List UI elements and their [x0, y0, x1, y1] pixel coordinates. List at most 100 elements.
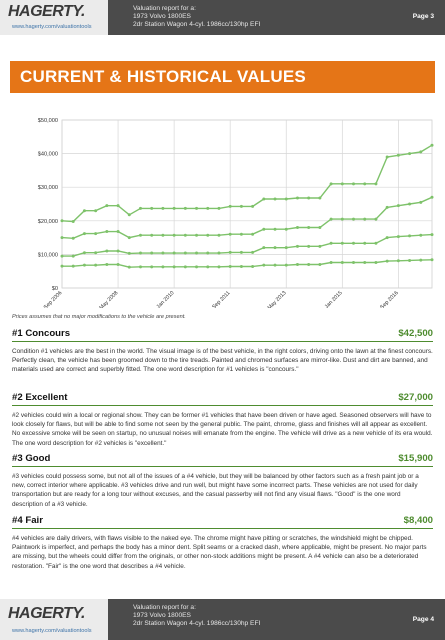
data-point — [251, 232, 255, 236]
data-point — [262, 227, 266, 231]
report-line-2: 1973 Volvo 1800ES — [133, 612, 191, 620]
data-point — [183, 265, 187, 269]
data-point — [116, 262, 120, 266]
series-line-2 — [61, 196, 433, 240]
data-point — [150, 233, 154, 237]
data-point — [195, 233, 199, 237]
data-point — [430, 195, 434, 199]
data-point — [251, 250, 255, 254]
data-point — [329, 217, 333, 221]
data-point — [318, 262, 322, 266]
y-tick-label: $20,000 — [38, 219, 58, 225]
data-point — [273, 227, 277, 231]
data-point — [195, 251, 199, 255]
data-point — [127, 265, 131, 269]
valuation-tools-link[interactable]: www.hagerty.com/valuationtools — [12, 628, 92, 634]
report-line-3: 2dr Station Wagon 4-cyl. 1986cc/130hp EF… — [133, 21, 261, 29]
data-point — [127, 236, 131, 240]
page-footer: HAGERTY. www.hagerty.com/valuationtools … — [0, 599, 445, 640]
data-point — [408, 152, 412, 156]
data-point — [374, 217, 378, 221]
y-tick-label: $40,000 — [38, 152, 58, 158]
y-tick-label: $0 — [52, 286, 58, 292]
condition-description: #3 vehicles could possess some, but not … — [12, 473, 419, 508]
values-line-chart: $0 $10,000 $20,000 $30,000 $40,000 $50,000 Sep… — [38, 118, 434, 308]
data-point — [430, 233, 434, 237]
data-point — [363, 182, 367, 186]
condition-value: $42,500 — [398, 328, 433, 339]
data-point — [206, 206, 210, 210]
data-point — [284, 197, 288, 201]
data-point — [150, 265, 154, 269]
data-point — [262, 246, 266, 250]
data-point — [251, 204, 255, 208]
data-point — [385, 155, 389, 159]
x-tick-label: Jan 2015 — [324, 290, 344, 308]
data-point — [116, 230, 120, 234]
x-tick-label: May 2008 — [98, 290, 119, 308]
data-point — [307, 244, 311, 248]
data-point — [60, 219, 64, 223]
data-point — [94, 232, 98, 236]
data-point — [318, 196, 322, 200]
condition-value: $15,900 — [398, 453, 433, 464]
series-line-1 — [61, 144, 433, 223]
condition-header: #2 Excellent $27,000 — [12, 392, 433, 406]
condition-title: #4 Fair — [12, 515, 43, 526]
data-point — [217, 206, 221, 210]
data-point — [183, 233, 187, 237]
plot-area — [61, 119, 433, 289]
data-point — [340, 217, 344, 221]
data-point — [82, 232, 86, 236]
valuation-tools-link[interactable]: www.hagerty.com/valuationtools — [12, 24, 92, 30]
data-point — [60, 236, 64, 240]
data-point — [105, 262, 109, 266]
data-point — [284, 263, 288, 267]
condition-header: #3 Good $15,900 — [12, 453, 433, 467]
report-line-1: Valuation report for a: — [133, 5, 196, 12]
data-point — [408, 234, 412, 238]
data-point — [195, 206, 199, 210]
y-tick-label: $50,000 — [38, 118, 58, 124]
data-point — [363, 260, 367, 264]
data-point — [150, 206, 154, 210]
data-point — [239, 232, 243, 236]
chart-note: Prices assumes that no major modificatio… — [12, 314, 186, 320]
data-point — [419, 150, 423, 154]
data-point — [228, 232, 232, 236]
data-point — [82, 251, 86, 255]
report-info: Valuation report for a: 1973 Volvo 1800E… — [133, 604, 260, 629]
series-line-4 — [62, 259, 433, 268]
data-point — [82, 263, 86, 267]
data-point — [295, 226, 299, 230]
report-line-2: 1973 Volvo 1800ES — [133, 13, 191, 21]
y-tick-label: $30,000 — [38, 185, 58, 191]
data-point — [273, 263, 277, 267]
condition-description: #4 vehicles are daily drivers, with flaw… — [12, 535, 427, 570]
data-point — [116, 204, 120, 208]
data-point — [138, 206, 142, 210]
hagerty-logo[interactable]: HAGERTY. — [8, 3, 85, 20]
data-point — [71, 219, 75, 223]
data-point — [396, 235, 400, 239]
data-point — [94, 251, 98, 255]
data-point — [262, 263, 266, 267]
x-tick-label: Sep 2016 — [379, 290, 400, 308]
data-point — [150, 251, 154, 255]
data-point — [352, 182, 356, 186]
data-point — [352, 217, 356, 221]
data-point — [352, 260, 356, 264]
data-point — [195, 265, 199, 269]
condition-header: #4 Fair $8,400 — [12, 515, 433, 529]
data-point — [385, 236, 389, 240]
data-point — [385, 259, 389, 263]
data-point — [206, 251, 210, 255]
data-point — [307, 196, 311, 200]
data-point — [138, 265, 142, 269]
data-point — [161, 265, 165, 269]
hagerty-logo[interactable]: HAGERTY. — [8, 605, 85, 622]
y-tick-label: $10,000 — [38, 252, 58, 258]
data-point — [273, 197, 277, 201]
data-point — [284, 246, 288, 250]
condition-title: #3 Good — [12, 453, 51, 464]
